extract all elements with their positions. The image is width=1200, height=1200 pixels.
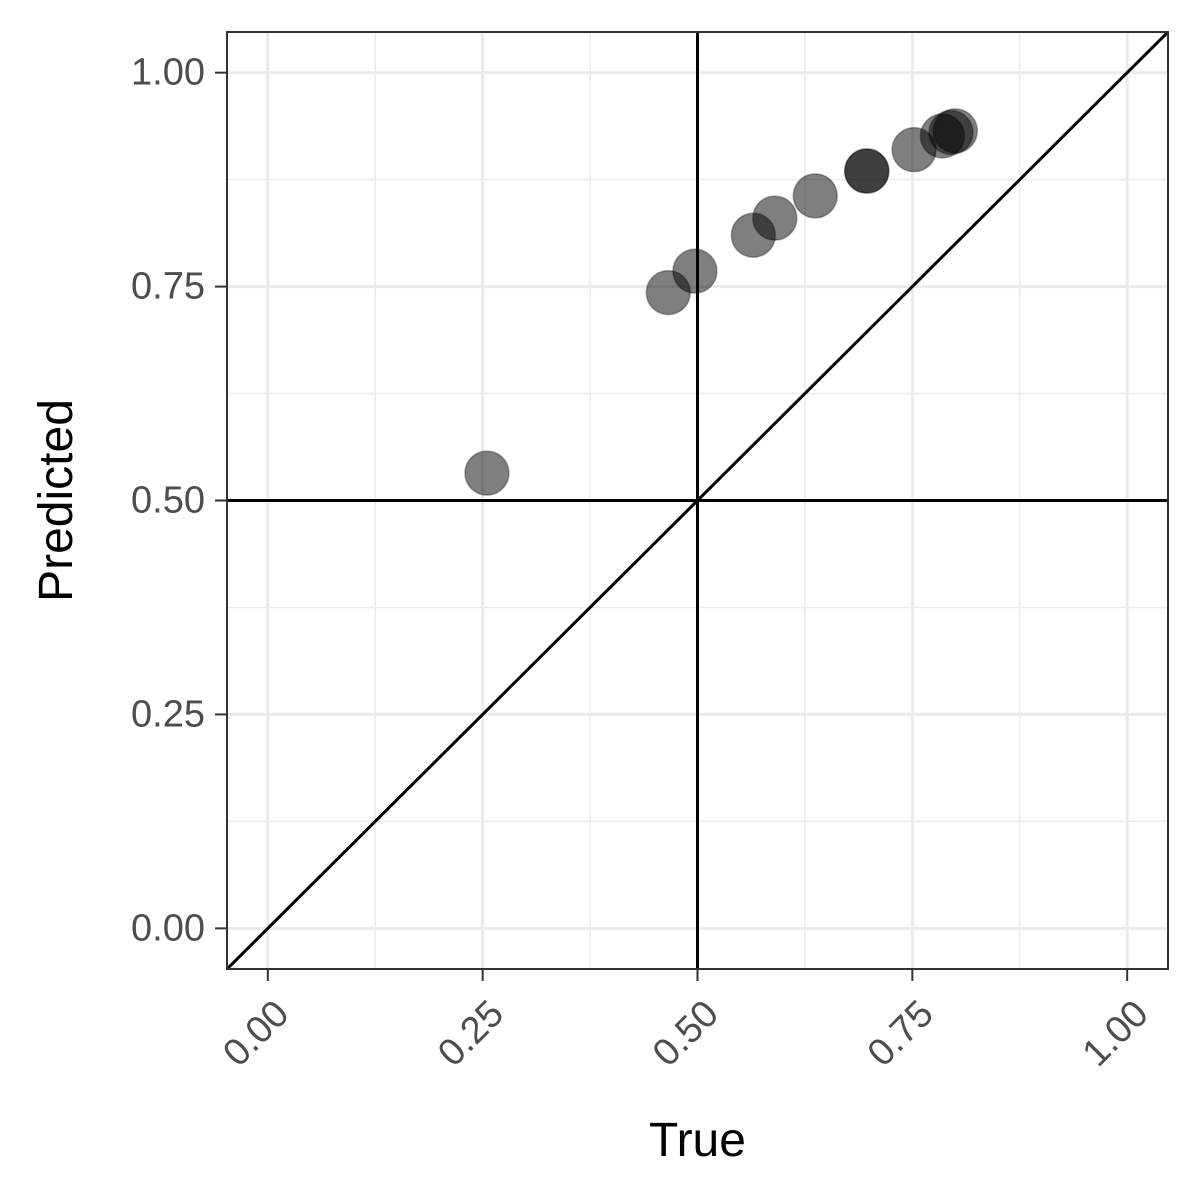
data-point (932, 108, 979, 154)
data-point (752, 195, 798, 241)
y-tick-label: 0.25 (131, 693, 205, 735)
data-point (464, 450, 510, 496)
data-point (792, 173, 838, 219)
reference-lines (227, 32, 1168, 969)
data-point (672, 248, 718, 294)
y-axis-title: Predicted (30, 399, 83, 602)
identity-line (227, 32, 1168, 969)
x-axis-title: True (649, 1114, 746, 1167)
y-tick-label: 1.00 (131, 52, 205, 94)
data-points (464, 108, 979, 496)
y-tick-label: 0.00 (131, 907, 205, 949)
y-axis: 0.00 0.25 0.50 0.75 1.00 (131, 52, 227, 949)
y-tick-label: 0.75 (131, 266, 205, 308)
y-tick-label: 0.50 (131, 480, 205, 522)
data-point (844, 148, 890, 194)
